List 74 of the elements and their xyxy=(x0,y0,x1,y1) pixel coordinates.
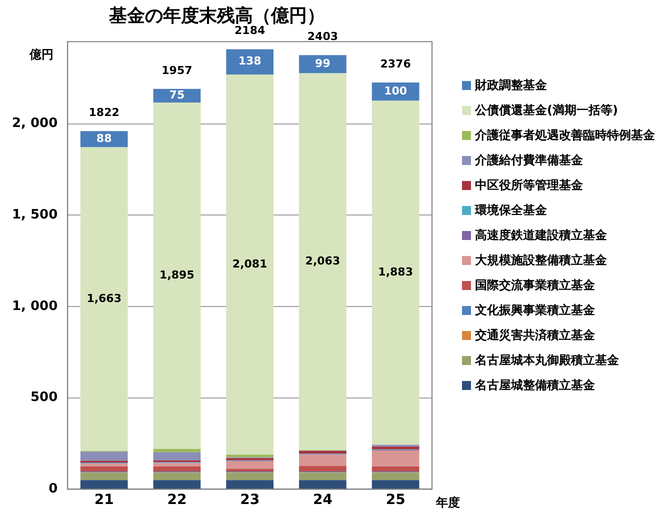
bar xyxy=(226,461,274,469)
legend-label: 環境保全基金 xyxy=(475,203,547,217)
bar xyxy=(372,100,420,445)
x-tick-label: 24 xyxy=(312,492,333,508)
legend-label: 名古屋城整備積立基金 xyxy=(475,378,595,392)
bar xyxy=(226,454,274,458)
bar xyxy=(153,102,201,449)
x-tick-label: 25 xyxy=(386,492,406,508)
data-label: 99 xyxy=(315,57,330,70)
bar xyxy=(80,466,128,472)
data-label: 75 xyxy=(169,88,185,102)
bar xyxy=(299,472,346,480)
bar xyxy=(299,454,346,466)
bar xyxy=(299,450,346,454)
bar xyxy=(153,472,201,480)
bar xyxy=(372,472,420,480)
x-axis-title: 年度 xyxy=(435,495,460,510)
bar xyxy=(299,55,346,74)
data-label: 2,063 xyxy=(305,254,340,268)
bar xyxy=(80,480,128,489)
legend-label: 介護給付費準備基金 xyxy=(475,153,583,167)
bar xyxy=(153,466,201,472)
bar xyxy=(153,463,201,466)
data-label: 100 xyxy=(384,84,408,98)
legend-label: 財政調整基金 xyxy=(475,78,547,92)
annotation: 2376 xyxy=(380,57,412,70)
legend-label: 介護従事者処遇改善臨時特例基金 xyxy=(475,128,655,142)
bar xyxy=(372,480,420,489)
x-tick-label: 22 xyxy=(167,492,187,508)
legend-label: 大規模施設整備積立基金 xyxy=(475,253,607,267)
data-label: 2,081 xyxy=(232,257,268,270)
data-label: 88 xyxy=(96,132,112,146)
bar xyxy=(226,74,274,455)
legend-label: 名古屋城本丸御殿積立基金 xyxy=(475,353,619,367)
bar xyxy=(226,468,274,472)
text: 2184 xyxy=(234,24,266,38)
bar xyxy=(299,466,346,472)
legend-label: 国際交流事業積立基金 xyxy=(475,278,595,292)
legend-label: 公債償還基金(満期一括等) xyxy=(475,103,618,117)
y-axis-title: 億円 xyxy=(28,48,54,62)
bar xyxy=(226,49,274,74)
bar xyxy=(153,452,201,460)
legend-label: 中区役所等管理基金 xyxy=(475,178,583,192)
bar xyxy=(80,464,128,466)
chart-title: 基金の年度末残高（億円） xyxy=(108,5,325,26)
bar xyxy=(372,450,420,466)
bar xyxy=(299,480,346,489)
bar xyxy=(226,480,274,489)
annotation: 2403 xyxy=(307,30,338,43)
legend-label: 交通災害共済積立基金 xyxy=(475,328,595,342)
bar xyxy=(226,472,274,480)
data-label: 1,883 xyxy=(378,266,413,279)
y-tick-label: 1, 500 xyxy=(12,208,58,223)
bar xyxy=(153,448,201,452)
annotation: 1957 xyxy=(162,64,192,77)
legend-label: 文化振興事業積立基金 xyxy=(475,303,595,317)
bar xyxy=(372,446,420,450)
bar xyxy=(372,466,420,472)
bar xyxy=(80,147,128,452)
y-tick-label: 0 xyxy=(48,482,58,497)
data-label: 1,663 xyxy=(86,292,122,305)
bar xyxy=(299,73,346,450)
data-label: 1,895 xyxy=(160,268,194,282)
x-tick-label: 21 xyxy=(94,492,114,508)
y-tick-label: 1, 000 xyxy=(12,298,58,314)
bar xyxy=(153,480,201,489)
bar xyxy=(80,452,128,461)
x-tick-label: 23 xyxy=(240,492,260,508)
y-tick-label: 2, 000 xyxy=(12,116,58,132)
annotation: 1822 xyxy=(88,106,120,119)
bar xyxy=(80,472,128,480)
legend-label: 高速度鉄道建設積立基金 xyxy=(475,228,607,242)
data-label: 138 xyxy=(238,54,262,68)
y-tick-label: 500 xyxy=(30,390,58,406)
